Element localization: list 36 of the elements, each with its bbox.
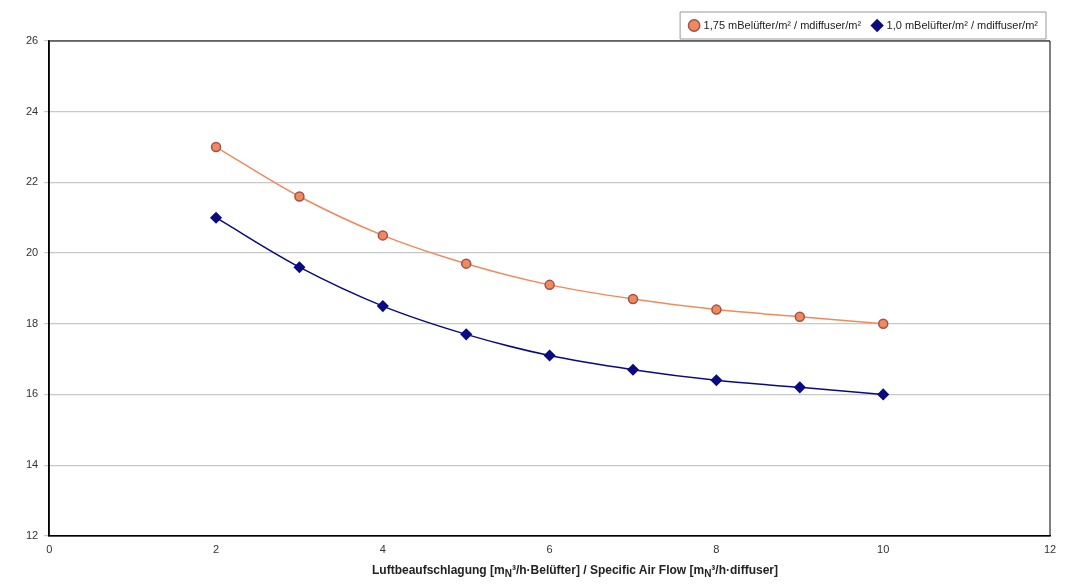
point [293, 261, 306, 273]
point [544, 279, 555, 291]
point [877, 388, 889, 401]
y-tick-label: 22 [25, 175, 39, 188]
point [543, 349, 556, 362]
point [377, 300, 389, 312]
point [710, 374, 723, 387]
x-axis-title: Luftbeaufschlagung [m$_{N}$³/h·Belüfter] / Specific Air Flow [m$_{N}$³/h·diffuser] [371, 563, 779, 580]
x-tick-label: 0 [46, 543, 53, 556]
point [711, 304, 722, 315]
x-tick-label: 12 [1043, 543, 1057, 556]
x-tick-label: 6 [546, 543, 553, 556]
y-tick-label: 16 [25, 387, 39, 400]
point [210, 141, 222, 153]
y-tick-label: 24 [25, 104, 39, 117]
point [627, 293, 639, 305]
y-tick-label: 26 [25, 34, 39, 47]
x-tick-label: 4 [379, 543, 386, 556]
y-tick-label: 20 [25, 246, 39, 259]
x-tick-label: 2 [212, 543, 220, 556]
point [460, 328, 472, 341]
legend-label: 1,0 mBelüfter/m² / mdiffuser/m² [886, 18, 1039, 31]
y-tick-label: 14 [25, 458, 39, 471]
point [377, 230, 389, 241]
point [877, 318, 889, 329]
point [627, 363, 639, 376]
y-tick-label: 18 [25, 316, 39, 329]
x-tick-label: 10 [877, 543, 890, 556]
point [294, 191, 305, 202]
point [794, 311, 806, 322]
y-tick-label: 12 [25, 528, 39, 541]
point [460, 258, 472, 269]
point [210, 211, 222, 224]
x-tick-label: 8 [713, 543, 720, 556]
legend-label: 1,75 mBelüfter/m² / mdiffuser/m² [703, 18, 862, 31]
point [794, 381, 806, 394]
